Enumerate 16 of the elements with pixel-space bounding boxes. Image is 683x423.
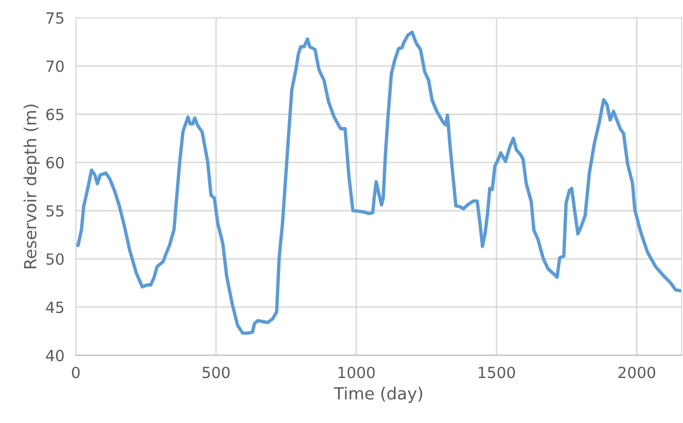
y-tick-label: 60 <box>46 156 64 168</box>
x-tick-label: 1500 <box>478 366 515 378</box>
y-axis-title: Reservoir depth (m) <box>24 104 40 268</box>
y-tick-label: 40 <box>46 350 64 362</box>
y-tick-label: 55 <box>46 205 64 217</box>
line-series <box>76 30 682 335</box>
y-tick-label: 50 <box>46 253 64 265</box>
y-tick-label: 65 <box>46 108 64 120</box>
x-tick-label: 2000 <box>618 366 656 378</box>
x-tick-label: 0 <box>72 366 80 378</box>
y-tick-label: 75 <box>46 12 64 24</box>
y-tick-label: 45 <box>46 302 64 314</box>
x-tick-label: 500 <box>202 366 230 378</box>
x-tick-label: 1000 <box>338 366 375 378</box>
y-tick-label: 70 <box>46 60 64 72</box>
x-axis-title: Time (day) <box>334 386 422 403</box>
